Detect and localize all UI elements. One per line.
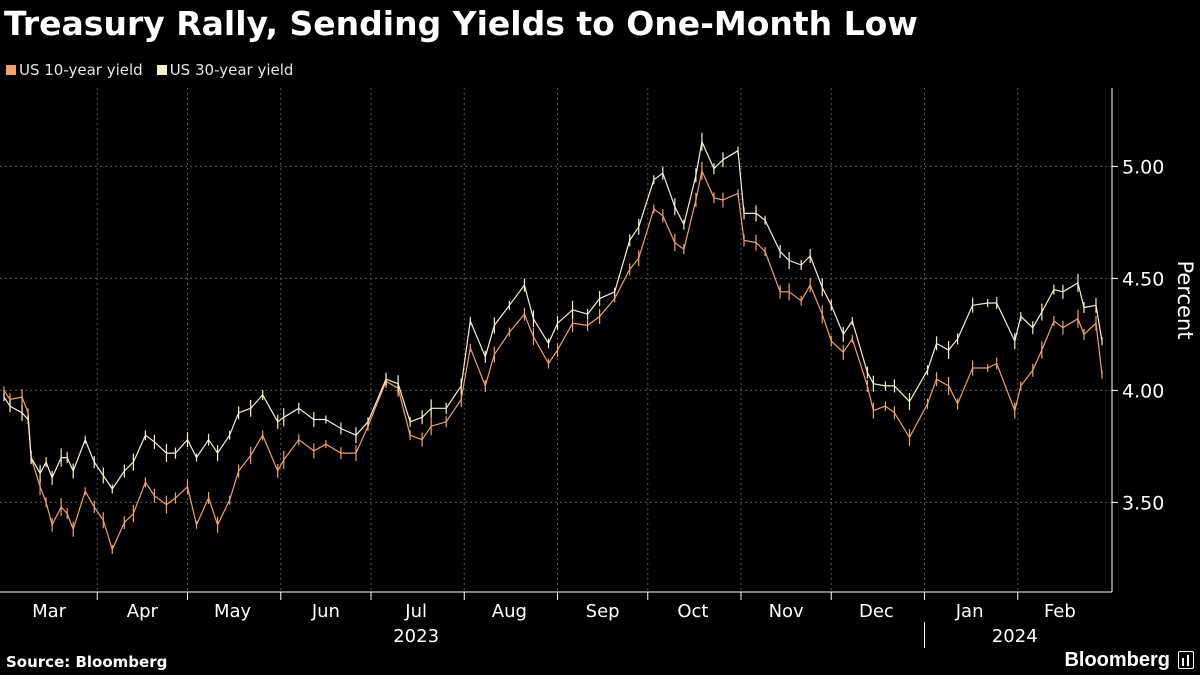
y-tick-label: 5.00 <box>1122 156 1164 178</box>
legend-label-us30: US 30-year yield <box>169 61 294 79</box>
x-tick-label: Aug <box>492 601 527 622</box>
chart-title: Treasury Rally, Sending Yields to One-Mo… <box>4 4 918 43</box>
series-us10 <box>3 161 1103 554</box>
series-layer <box>3 132 1103 554</box>
x-tick-label: Oct <box>677 601 708 622</box>
x-tick-label: Apr <box>127 601 159 622</box>
legend-item-us30: US 30-year yield <box>156 61 294 79</box>
y-tick-label: 4.00 <box>1122 380 1164 402</box>
x-tick-label: Jan <box>955 601 984 622</box>
source-note: Source: Bloomberg <box>6 653 168 671</box>
axis-layer: 3.50 4.00 4.50 5.00 Mar Apr May Jun Jul Aug Sep Oct… <box>0 88 1197 648</box>
y-tick-label: 4.50 <box>1122 268 1164 290</box>
brand-wordmark: Bloomberg <box>1064 649 1170 671</box>
bloomberg-logo-icon <box>1178 651 1194 669</box>
series-us30 <box>3 132 1103 494</box>
x-tick-label: Jun <box>311 601 340 622</box>
year-label: 2024 <box>992 626 1038 647</box>
legend-item-us10: US 10-year yield <box>6 61 143 79</box>
x-tick-label: Jul <box>404 601 427 622</box>
line-us10 <box>3 170 1103 550</box>
y-axis-title: Percent <box>1173 260 1197 339</box>
x-tick-label: Feb <box>1044 601 1076 622</box>
legend-swatch-us30 <box>156 65 167 75</box>
x-tick-label: Nov <box>769 601 804 622</box>
grid-layer <box>0 88 1112 592</box>
x-tick-label: Sep <box>586 601 620 622</box>
x-tick-label: Mar <box>32 601 67 622</box>
x-tick-label: May <box>214 601 252 622</box>
y-tick-label: 3.50 <box>1122 492 1164 514</box>
legend-label-us10: US 10-year yield <box>19 61 143 79</box>
legend-swatch-us10 <box>6 65 16 75</box>
x-tick-label: Dec <box>859 601 894 622</box>
line-us30 <box>3 141 1103 490</box>
year-label: 2023 <box>393 626 439 647</box>
legend: US 10-year yield US 30-year yield <box>6 61 293 79</box>
